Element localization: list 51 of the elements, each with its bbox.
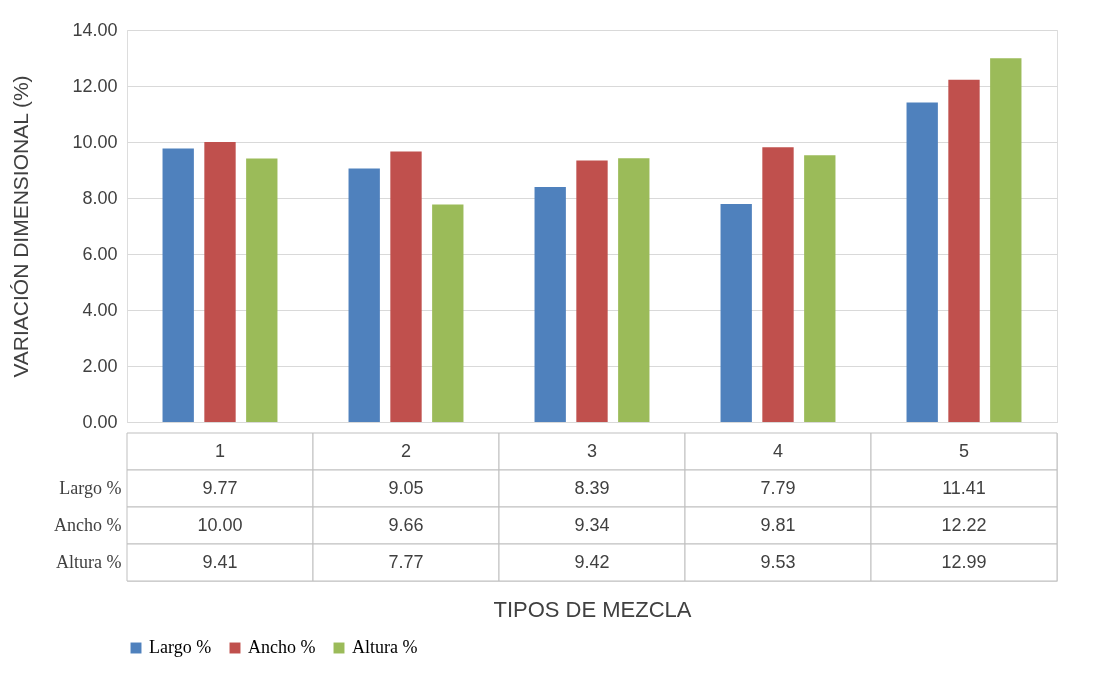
data-label: 9.66 (388, 514, 424, 535)
bar (906, 102, 938, 422)
data-label: 11.41 (942, 477, 986, 498)
y-tick-label: 14.00 (72, 19, 118, 40)
x-tick-label: 5 (958, 440, 970, 461)
legend-label: Ancho % (248, 637, 316, 657)
y-axis-title: VARIACIÓN DIMENSIONAL (%) (9, 75, 33, 378)
data-label: 9.77 (202, 477, 238, 498)
text: Largo % (59, 477, 122, 498)
data-label: 12.99 (941, 551, 987, 572)
bar (432, 204, 464, 422)
data-label: 7.79 (760, 477, 796, 498)
text: TIPOS DE MEZCLA (493, 596, 692, 622)
x-tick-label: 1 (214, 440, 226, 461)
y-tick-label: 0.00 (82, 411, 118, 432)
text: Ancho % (54, 514, 122, 535)
y-tick-label: 4.00 (82, 299, 118, 320)
bar (576, 160, 608, 422)
bar (804, 155, 836, 422)
y-tick-label: 10.00 (72, 131, 118, 152)
data-label: 9.05 (388, 477, 424, 498)
x-tick-label: 4 (772, 440, 784, 461)
data-label: 7.77 (388, 551, 424, 572)
text: Altura % (56, 551, 122, 572)
data-label: 8.39 (574, 477, 610, 498)
x-tick-label: 2 (400, 440, 412, 461)
bar (162, 148, 194, 422)
data-label: 12.22 (941, 514, 987, 535)
bar (948, 79, 980, 422)
bar (348, 168, 380, 422)
y-tick-label: 2.00 (82, 355, 118, 376)
data-label: 9.41 (202, 551, 238, 572)
y-tick-label: 12.00 (72, 75, 118, 96)
data-label: 9.81 (760, 514, 796, 535)
data-label: 9.53 (760, 551, 796, 572)
bar (246, 158, 278, 422)
data-label: 9.42 (574, 551, 610, 572)
bar (762, 147, 794, 422)
bar (720, 203, 752, 422)
bar (534, 187, 566, 422)
legend-label: Largo % (149, 637, 212, 657)
y-tick-label: 8.00 (82, 187, 118, 208)
x-tick-label: 3 (586, 440, 598, 461)
legend-label: Altura % (352, 637, 418, 657)
bar (990, 58, 1022, 422)
bar (618, 158, 650, 422)
bar (204, 142, 236, 422)
y-tick-label: 6.00 (82, 243, 118, 264)
bar (390, 151, 422, 422)
data-label: 9.34 (574, 514, 610, 535)
data-label: 10.00 (197, 514, 243, 535)
